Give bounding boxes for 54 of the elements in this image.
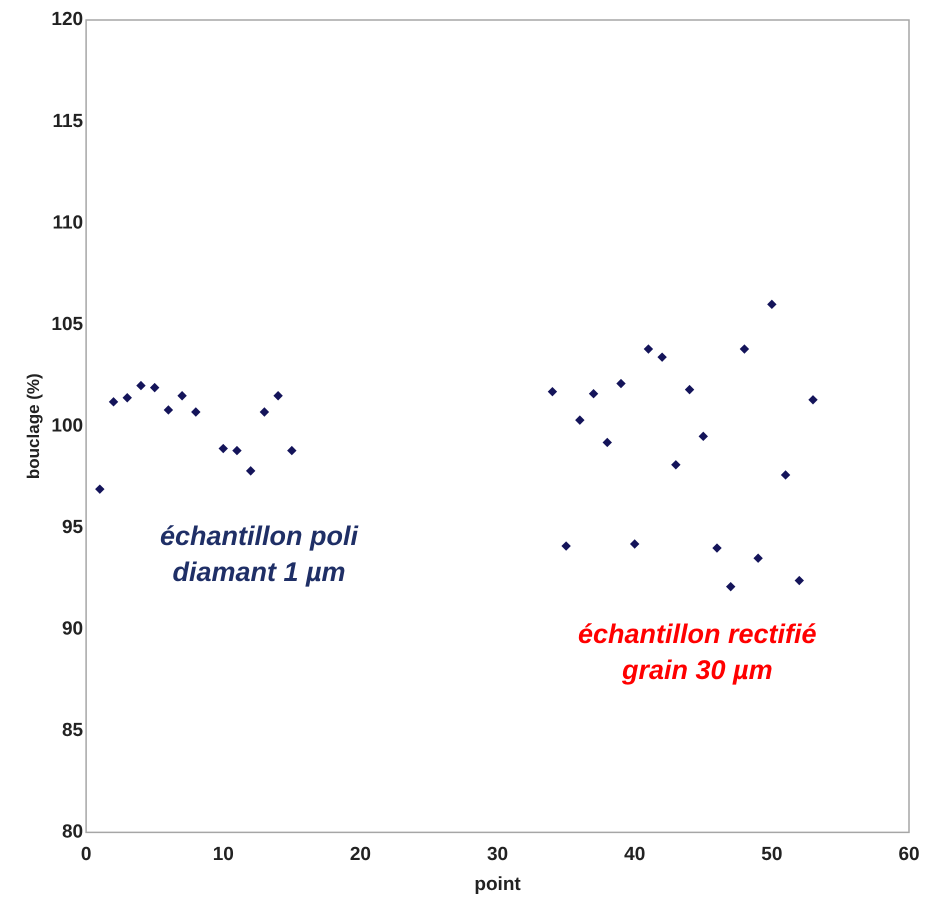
annotation: échantillon poli diamant 1 µm <box>160 520 358 589</box>
point <box>740 344 749 354</box>
point <box>616 379 626 388</box>
annotation: échantillon rectifié grain 30 µm <box>578 618 817 687</box>
point <box>602 438 612 447</box>
y-tick-label: 80 <box>62 822 84 843</box>
point <box>712 544 722 553</box>
point <box>260 407 269 416</box>
point <box>658 352 667 362</box>
point <box>794 576 804 586</box>
y-axis-title: bouclage (%) <box>24 373 43 480</box>
point <box>136 381 146 390</box>
y-tick-label: 100 <box>51 415 84 436</box>
point <box>109 397 118 406</box>
point <box>575 416 584 425</box>
point <box>781 470 790 480</box>
point <box>589 389 598 398</box>
point <box>754 554 763 563</box>
y-tick-label: 120 <box>51 9 84 30</box>
point <box>698 432 708 441</box>
x-axis-title: point <box>474 874 522 895</box>
x-tick-label: 20 <box>350 844 371 866</box>
point <box>808 395 818 404</box>
point <box>767 300 776 309</box>
point <box>218 444 228 454</box>
point <box>287 446 296 456</box>
x-tick-label: 40 <box>624 844 646 866</box>
point <box>178 391 187 400</box>
y-tick-label: 105 <box>51 314 84 335</box>
point <box>726 582 736 592</box>
y-tick-label: 95 <box>62 516 84 538</box>
point <box>671 460 680 470</box>
point <box>548 387 557 396</box>
point <box>95 484 104 494</box>
point <box>246 466 256 476</box>
point <box>232 446 242 456</box>
x-tick-label: 60 <box>898 844 920 866</box>
point <box>164 405 173 414</box>
point <box>274 391 283 400</box>
x-tick-label: 0 <box>80 844 92 866</box>
point <box>562 542 571 551</box>
x-tick-label: 10 <box>212 844 234 866</box>
y-tick-label: 90 <box>62 618 84 640</box>
point <box>630 540 640 548</box>
y-tick-label: 85 <box>62 720 84 742</box>
point <box>191 407 200 416</box>
point <box>644 344 653 354</box>
x-tick-label: 50 <box>761 844 782 866</box>
point <box>150 383 160 392</box>
y-tick-label: 110 <box>52 212 84 234</box>
point <box>685 385 694 394</box>
y-tick-label: 115 <box>52 110 84 132</box>
point <box>122 393 132 402</box>
x-tick-label: 30 <box>486 844 508 866</box>
